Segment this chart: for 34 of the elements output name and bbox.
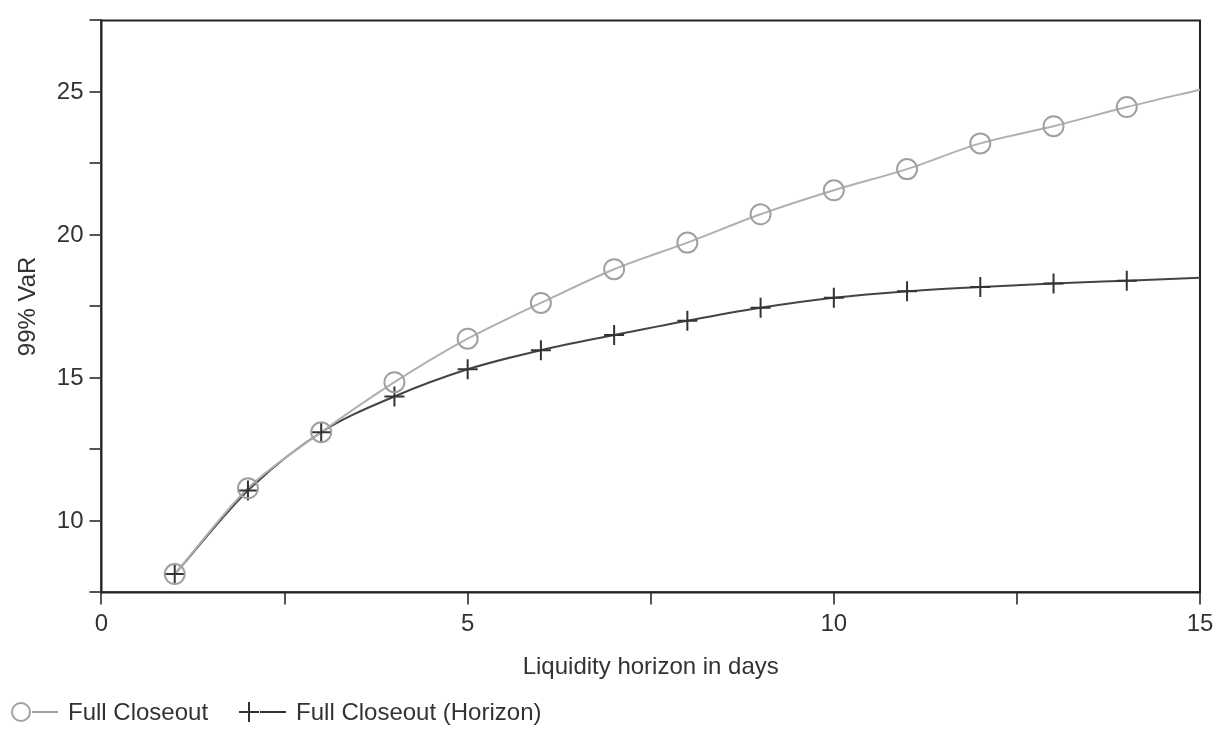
y-tick-label: 20: [56, 219, 84, 247]
point: [1042, 272, 1065, 295]
point: [383, 371, 406, 394]
point: [896, 158, 919, 181]
x-axis-title: Liquidity horizon in days: [522, 652, 779, 680]
legend-label: Full Closeout: [68, 698, 209, 726]
y-tick-label: 15: [56, 362, 84, 390]
x-tick-label: 0: [94, 609, 109, 637]
point: [822, 286, 845, 309]
point: [529, 339, 552, 362]
point: [383, 385, 406, 408]
point: [896, 280, 919, 303]
point: [969, 275, 992, 298]
y-tick-label: 25: [56, 76, 84, 104]
legend-label: Full Closeout (Horizon): [296, 698, 542, 726]
point: [456, 358, 479, 381]
point: [1042, 115, 1065, 138]
x-tick-label: 15: [1186, 609, 1214, 637]
point: [603, 258, 626, 281]
point: [749, 203, 772, 226]
point: [603, 324, 626, 346]
point: [1115, 269, 1138, 292]
x-tick-label: 10: [820, 609, 848, 637]
point: [969, 132, 992, 155]
point: [749, 296, 772, 319]
y-axis-title: 99% VaR: [13, 256, 41, 357]
x-tick-label: 5: [460, 609, 475, 637]
y-tick-label: 10: [56, 505, 84, 533]
point: [676, 231, 699, 254]
point: [456, 327, 479, 350]
point: [822, 179, 845, 202]
point: [676, 309, 699, 332]
point: [1115, 96, 1138, 119]
point: [529, 291, 552, 314]
